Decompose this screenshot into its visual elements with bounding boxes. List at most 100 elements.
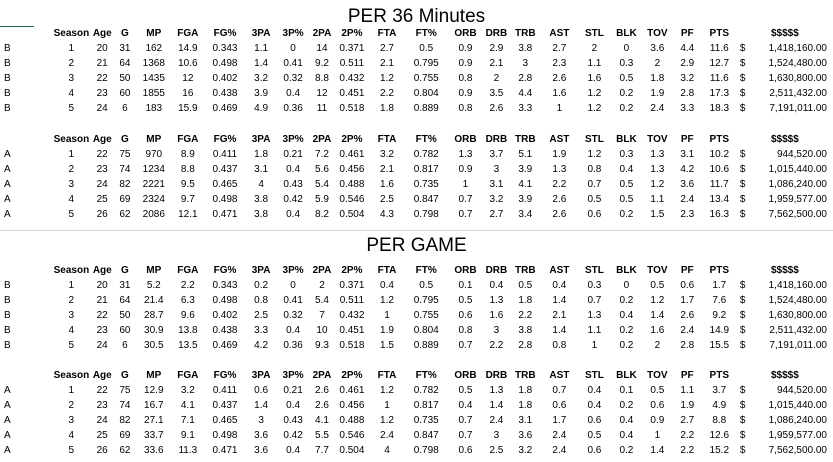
data-cell[interactable]: 9.7 <box>180 194 195 205</box>
currency-symbol-cell[interactable]: $ <box>739 310 746 321</box>
data-cell[interactable]: 74 <box>119 400 131 411</box>
currency-symbol-cell[interactable]: $ <box>739 415 746 426</box>
group-cell[interactable]: B <box>4 295 11 306</box>
group-cell[interactable]: B <box>4 340 11 351</box>
column-header[interactable]: PTS <box>709 28 729 39</box>
data-cell[interactable]: 23 <box>96 400 108 411</box>
data-cell[interactable]: 0.9 <box>458 58 473 69</box>
data-cell[interactable]: 1.4 <box>552 295 567 306</box>
data-cell[interactable]: 9.5 <box>180 179 195 190</box>
data-cell[interactable]: 62 <box>119 445 131 456</box>
data-cell[interactable]: 26 <box>96 445 108 456</box>
data-cell[interactable]: 15.9 <box>178 103 198 114</box>
column-header[interactable]: MP <box>146 370 162 381</box>
data-cell[interactable]: 0.4 <box>587 385 602 396</box>
data-cell[interactable]: 22 <box>96 73 108 84</box>
column-header[interactable]: FG% <box>213 28 237 39</box>
data-cell[interactable]: 0.8 <box>458 103 473 114</box>
header-cell-blank[interactable] <box>0 263 52 278</box>
group-cell[interactable]: B <box>4 325 11 336</box>
data-cell[interactable]: 24 <box>96 103 108 114</box>
data-cell[interactable]: 21 <box>96 58 108 69</box>
data-cell[interactable]: 1 <box>68 149 74 160</box>
data-cell[interactable]: 0.438 <box>212 88 238 99</box>
data-cell[interactable]: 1.8 <box>254 149 269 160</box>
data-cell[interactable]: 1.3 <box>650 149 665 160</box>
data-cell[interactable]: 2.4 <box>680 194 695 205</box>
column-header[interactable]: 3P% <box>282 265 304 276</box>
currency-symbol-cell[interactable]: $ <box>739 58 746 69</box>
data-cell[interactable]: 0.402 <box>212 73 238 84</box>
column-header[interactable]: $$$$$ <box>771 265 799 276</box>
data-cell[interactable]: 60 <box>119 325 131 336</box>
column-header[interactable]: BLK <box>616 28 637 39</box>
group-cell[interactable]: B <box>4 43 11 54</box>
data-cell[interactable]: 0.755 <box>413 73 439 84</box>
data-cell[interactable]: 0.437 <box>212 164 238 175</box>
data-cell[interactable]: 3.8 <box>254 194 269 205</box>
data-cell[interactable]: 3.9 <box>518 164 533 175</box>
salary-cell[interactable]: 1,959,577.00 <box>768 430 827 441</box>
currency-symbol-cell[interactable]: $ <box>739 445 746 456</box>
data-cell[interactable]: 3.9 <box>518 194 533 205</box>
group-cell[interactable]: B <box>4 280 11 291</box>
data-cell[interactable]: 0.5 <box>458 295 473 306</box>
data-cell[interactable]: 1 <box>556 103 563 114</box>
column-header[interactable]: Age <box>92 134 112 145</box>
salary-cell[interactable]: 1,524,480.00 <box>768 58 827 69</box>
data-cell[interactable]: 0.21 <box>283 385 303 396</box>
data-cell[interactable]: 0.7 <box>458 415 473 426</box>
data-cell[interactable]: 2.6 <box>315 385 329 396</box>
data-cell[interactable]: 10.6 <box>709 164 730 175</box>
data-cell[interactable]: 0.817 <box>413 400 439 411</box>
data-cell[interactable]: 0.1 <box>619 385 634 396</box>
data-cell[interactable]: 24 <box>96 179 108 190</box>
data-cell[interactable]: 2.6 <box>552 194 567 205</box>
data-cell[interactable]: 1.2 <box>587 103 602 114</box>
data-cell[interactable]: 0.847 <box>413 430 439 441</box>
data-cell[interactable]: 0.5 <box>650 280 665 291</box>
data-cell[interactable]: 2.8 <box>680 88 695 99</box>
data-cell[interactable]: 0.371 <box>339 280 365 291</box>
data-cell[interactable]: 11.3 <box>178 445 198 456</box>
data-cell[interactable]: 82 <box>119 179 131 190</box>
data-cell[interactable]: 0.498 <box>212 430 238 441</box>
data-cell[interactable]: 0.402 <box>212 310 238 321</box>
data-cell[interactable]: 0.4 <box>286 209 301 220</box>
data-cell[interactable]: 3.1 <box>680 149 695 160</box>
data-cell[interactable]: 8.8 <box>712 415 727 426</box>
data-cell[interactable]: 60 <box>119 88 131 99</box>
data-cell[interactable]: 0.437 <box>212 400 238 411</box>
data-cell[interactable]: 4.4 <box>518 88 533 99</box>
data-cell[interactable]: 1.2 <box>587 149 602 160</box>
data-cell[interactable]: 0.782 <box>413 149 439 160</box>
data-cell[interactable]: 5 <box>68 209 74 220</box>
data-cell[interactable]: 3.1 <box>518 415 533 426</box>
data-cell[interactable]: 0.5 <box>419 280 434 291</box>
data-cell[interactable]: 1.7 <box>552 415 567 426</box>
data-cell[interactable]: 0.469 <box>212 340 238 351</box>
salary-cell[interactable]: 1,630,800.00 <box>768 73 827 84</box>
data-cell[interactable]: 0.4 <box>286 164 301 175</box>
column-header[interactable]: Season <box>53 370 90 381</box>
data-cell[interactable]: 25 <box>96 430 108 441</box>
data-cell[interactable]: 31 <box>119 43 131 54</box>
data-cell[interactable]: 0.782 <box>413 385 439 396</box>
data-cell[interactable]: 2.4 <box>650 103 665 114</box>
salary-cell[interactable]: 1,015,440.00 <box>768 400 827 411</box>
data-cell[interactable]: 2.4 <box>680 325 695 336</box>
data-cell[interactable]: 13.8 <box>178 325 198 336</box>
column-header[interactable]: TOV <box>647 134 668 145</box>
data-cell[interactable]: 0.889 <box>413 340 439 351</box>
data-cell[interactable]: 9.2 <box>315 58 329 69</box>
data-cell[interactable]: 3 <box>68 73 74 84</box>
data-cell[interactable]: 0.6 <box>680 280 695 291</box>
data-cell[interactable]: 2 <box>68 295 74 306</box>
currency-symbol-cell[interactable]: $ <box>739 164 746 175</box>
data-cell[interactable]: 2.2 <box>518 310 533 321</box>
group-cell[interactable]: A <box>4 194 11 205</box>
group-cell[interactable]: B <box>4 103 11 114</box>
data-cell[interactable]: 5.9 <box>315 194 329 205</box>
data-cell[interactable]: 82 <box>119 415 131 426</box>
salary-cell[interactable]: 7,562,500.00 <box>768 445 827 456</box>
